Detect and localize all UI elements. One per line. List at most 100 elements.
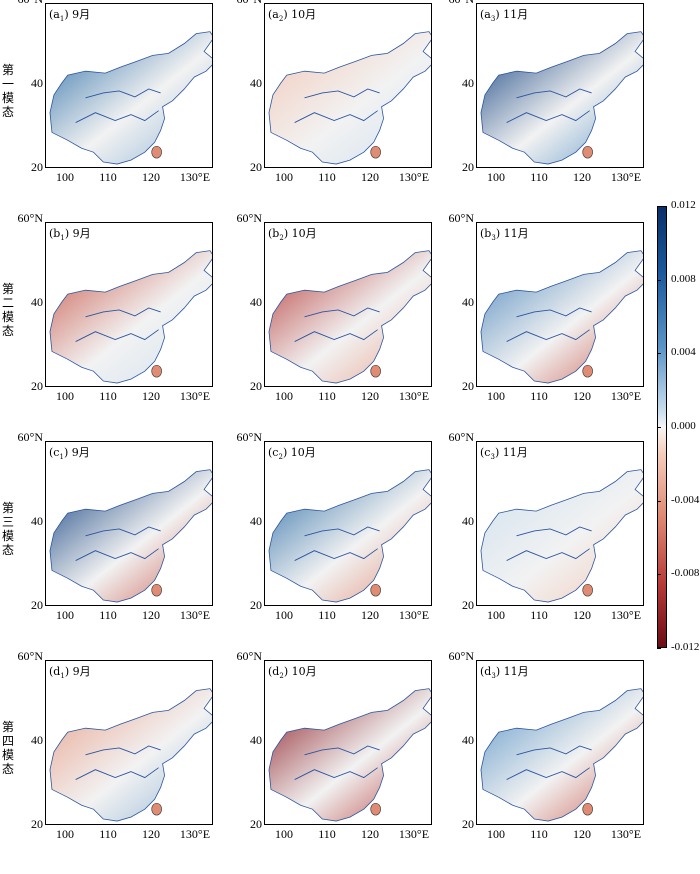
river-line — [516, 88, 592, 99]
river-line — [516, 745, 592, 756]
lon-tick-label: 110 — [530, 827, 548, 841]
lon-tick-label: 130°E — [179, 608, 211, 622]
river-line — [516, 307, 592, 318]
lon-tick-label: 110 — [530, 389, 548, 403]
river-line — [85, 88, 161, 99]
panel-label: (c1) 9月 — [49, 446, 90, 462]
lat-tick-label: 20 — [462, 598, 474, 612]
map-panel: (b1) 9月 — [45, 222, 213, 387]
panel-month: 10月 — [290, 446, 316, 459]
china-region — [480, 688, 643, 822]
panel-subscript: 1 — [60, 234, 65, 243]
lat-tick-label: 20 — [250, 598, 262, 612]
river-line — [304, 307, 380, 318]
colorbar-tick — [657, 501, 661, 502]
colorbar-tick-label: 0.004 — [671, 346, 696, 358]
lat-tick-label: 60°N — [13, 0, 43, 7]
china-region — [480, 31, 643, 165]
panel-letter: b — [53, 227, 61, 240]
panel-label: (a3) 11月 — [480, 8, 529, 24]
lon-tick-label: 110 — [99, 827, 117, 841]
map-panel: (b3) 11月 — [476, 222, 644, 387]
lon-tick-label: 100 — [56, 608, 74, 622]
map-panel: (c1) 9月 — [45, 441, 213, 606]
lon-tick-label: 110 — [318, 170, 336, 184]
colorbar-tick-label: 0.000 — [671, 420, 696, 432]
river-line — [506, 329, 590, 342]
colorbar-tick-label: 0.008 — [671, 273, 696, 285]
china-region — [268, 688, 431, 822]
river-line — [294, 767, 378, 780]
panel-month: 9月 — [72, 8, 91, 21]
panel-subscript: 3 — [490, 453, 495, 462]
panel-letter: c — [484, 446, 491, 459]
lat-tick-label: 60°N — [17, 649, 43, 663]
lat-tick-label: 40 — [462, 733, 474, 747]
lon-tick-label: 100 — [487, 608, 505, 622]
panel-label: (a2) 10月 — [268, 8, 317, 24]
lon-tick-label: 100 — [275, 827, 293, 841]
lon-tick-label: 110 — [99, 170, 117, 184]
anomaly-field — [49, 469, 212, 603]
anomaly-field — [268, 31, 431, 165]
colorbar-tick — [657, 206, 661, 207]
anomaly-field — [268, 250, 431, 384]
map-panel: (d1) 9月 — [45, 660, 213, 825]
china-region — [480, 250, 643, 384]
lon-tick-label: 120 — [573, 170, 591, 184]
panel-subscript: 3 — [491, 234, 496, 243]
lon-tick-label: 100 — [56, 389, 74, 403]
lon-tick-label: 100 — [275, 608, 293, 622]
panel-letter: a — [484, 8, 491, 21]
lat-tick-label: 60°N — [236, 649, 262, 663]
lat-tick-label: 20 — [31, 379, 43, 393]
panel-label: (c3) 11月 — [480, 446, 528, 462]
taiwan-island — [370, 364, 381, 378]
lon-tick-label: 120 — [361, 170, 379, 184]
lat-tick-label: 60°N — [448, 211, 474, 225]
panel-month: 9月 — [71, 446, 90, 459]
mode-row-label: 第二模态 — [1, 282, 14, 338]
panel-subscript: 2 — [278, 15, 284, 24]
lat-tick-label: 60°N — [444, 0, 474, 7]
lon-tick-label: 120 — [142, 389, 160, 403]
taiwan-island — [582, 145, 593, 159]
china-region — [49, 688, 212, 822]
china-region — [268, 469, 431, 603]
taiwan-island — [151, 145, 162, 159]
lon-tick-label: 120 — [142, 827, 160, 841]
panel-letter: d — [484, 665, 492, 678]
lon-tick-label: 130°E — [398, 608, 430, 622]
colorbar-tick-label: -0.004 — [671, 494, 700, 506]
colorbar-tick — [657, 353, 661, 354]
river-line — [304, 745, 380, 756]
lon-tick-label: 130°E — [179, 170, 211, 184]
map-panel: (c2) 10月 — [264, 441, 432, 606]
lon-tick-label: 120 — [573, 827, 591, 841]
lon-tick-label: 120 — [573, 608, 591, 622]
lon-tick-label: 100 — [56, 170, 74, 184]
mode-row-label: 第三模态 — [1, 501, 14, 557]
river-line — [294, 548, 378, 561]
anomaly-field — [480, 469, 643, 603]
colorbar-tick — [657, 280, 661, 281]
lat-tick-label: 20 — [31, 817, 43, 831]
taiwan-island — [151, 364, 162, 378]
lat-tick-label: 40 — [250, 295, 262, 309]
river-line — [516, 526, 592, 537]
lon-tick-label: 110 — [99, 608, 117, 622]
china-region — [268, 31, 431, 165]
river-line — [294, 329, 378, 342]
lat-tick-label: 40 — [250, 514, 262, 528]
panel-label: (b3) 11月 — [480, 227, 529, 243]
lat-tick-label: 20 — [250, 817, 262, 831]
river-line — [85, 526, 161, 537]
panel-letter: d — [272, 665, 280, 678]
panel-label: (d2) 10月 — [268, 665, 317, 681]
panel-subscript: 1 — [59, 15, 65, 24]
panel-label: (d1) 9月 — [49, 665, 91, 681]
river-line — [85, 307, 161, 318]
lat-tick-label: 40 — [462, 76, 474, 90]
lon-tick-label: 100 — [275, 389, 293, 403]
river-line — [506, 548, 590, 561]
